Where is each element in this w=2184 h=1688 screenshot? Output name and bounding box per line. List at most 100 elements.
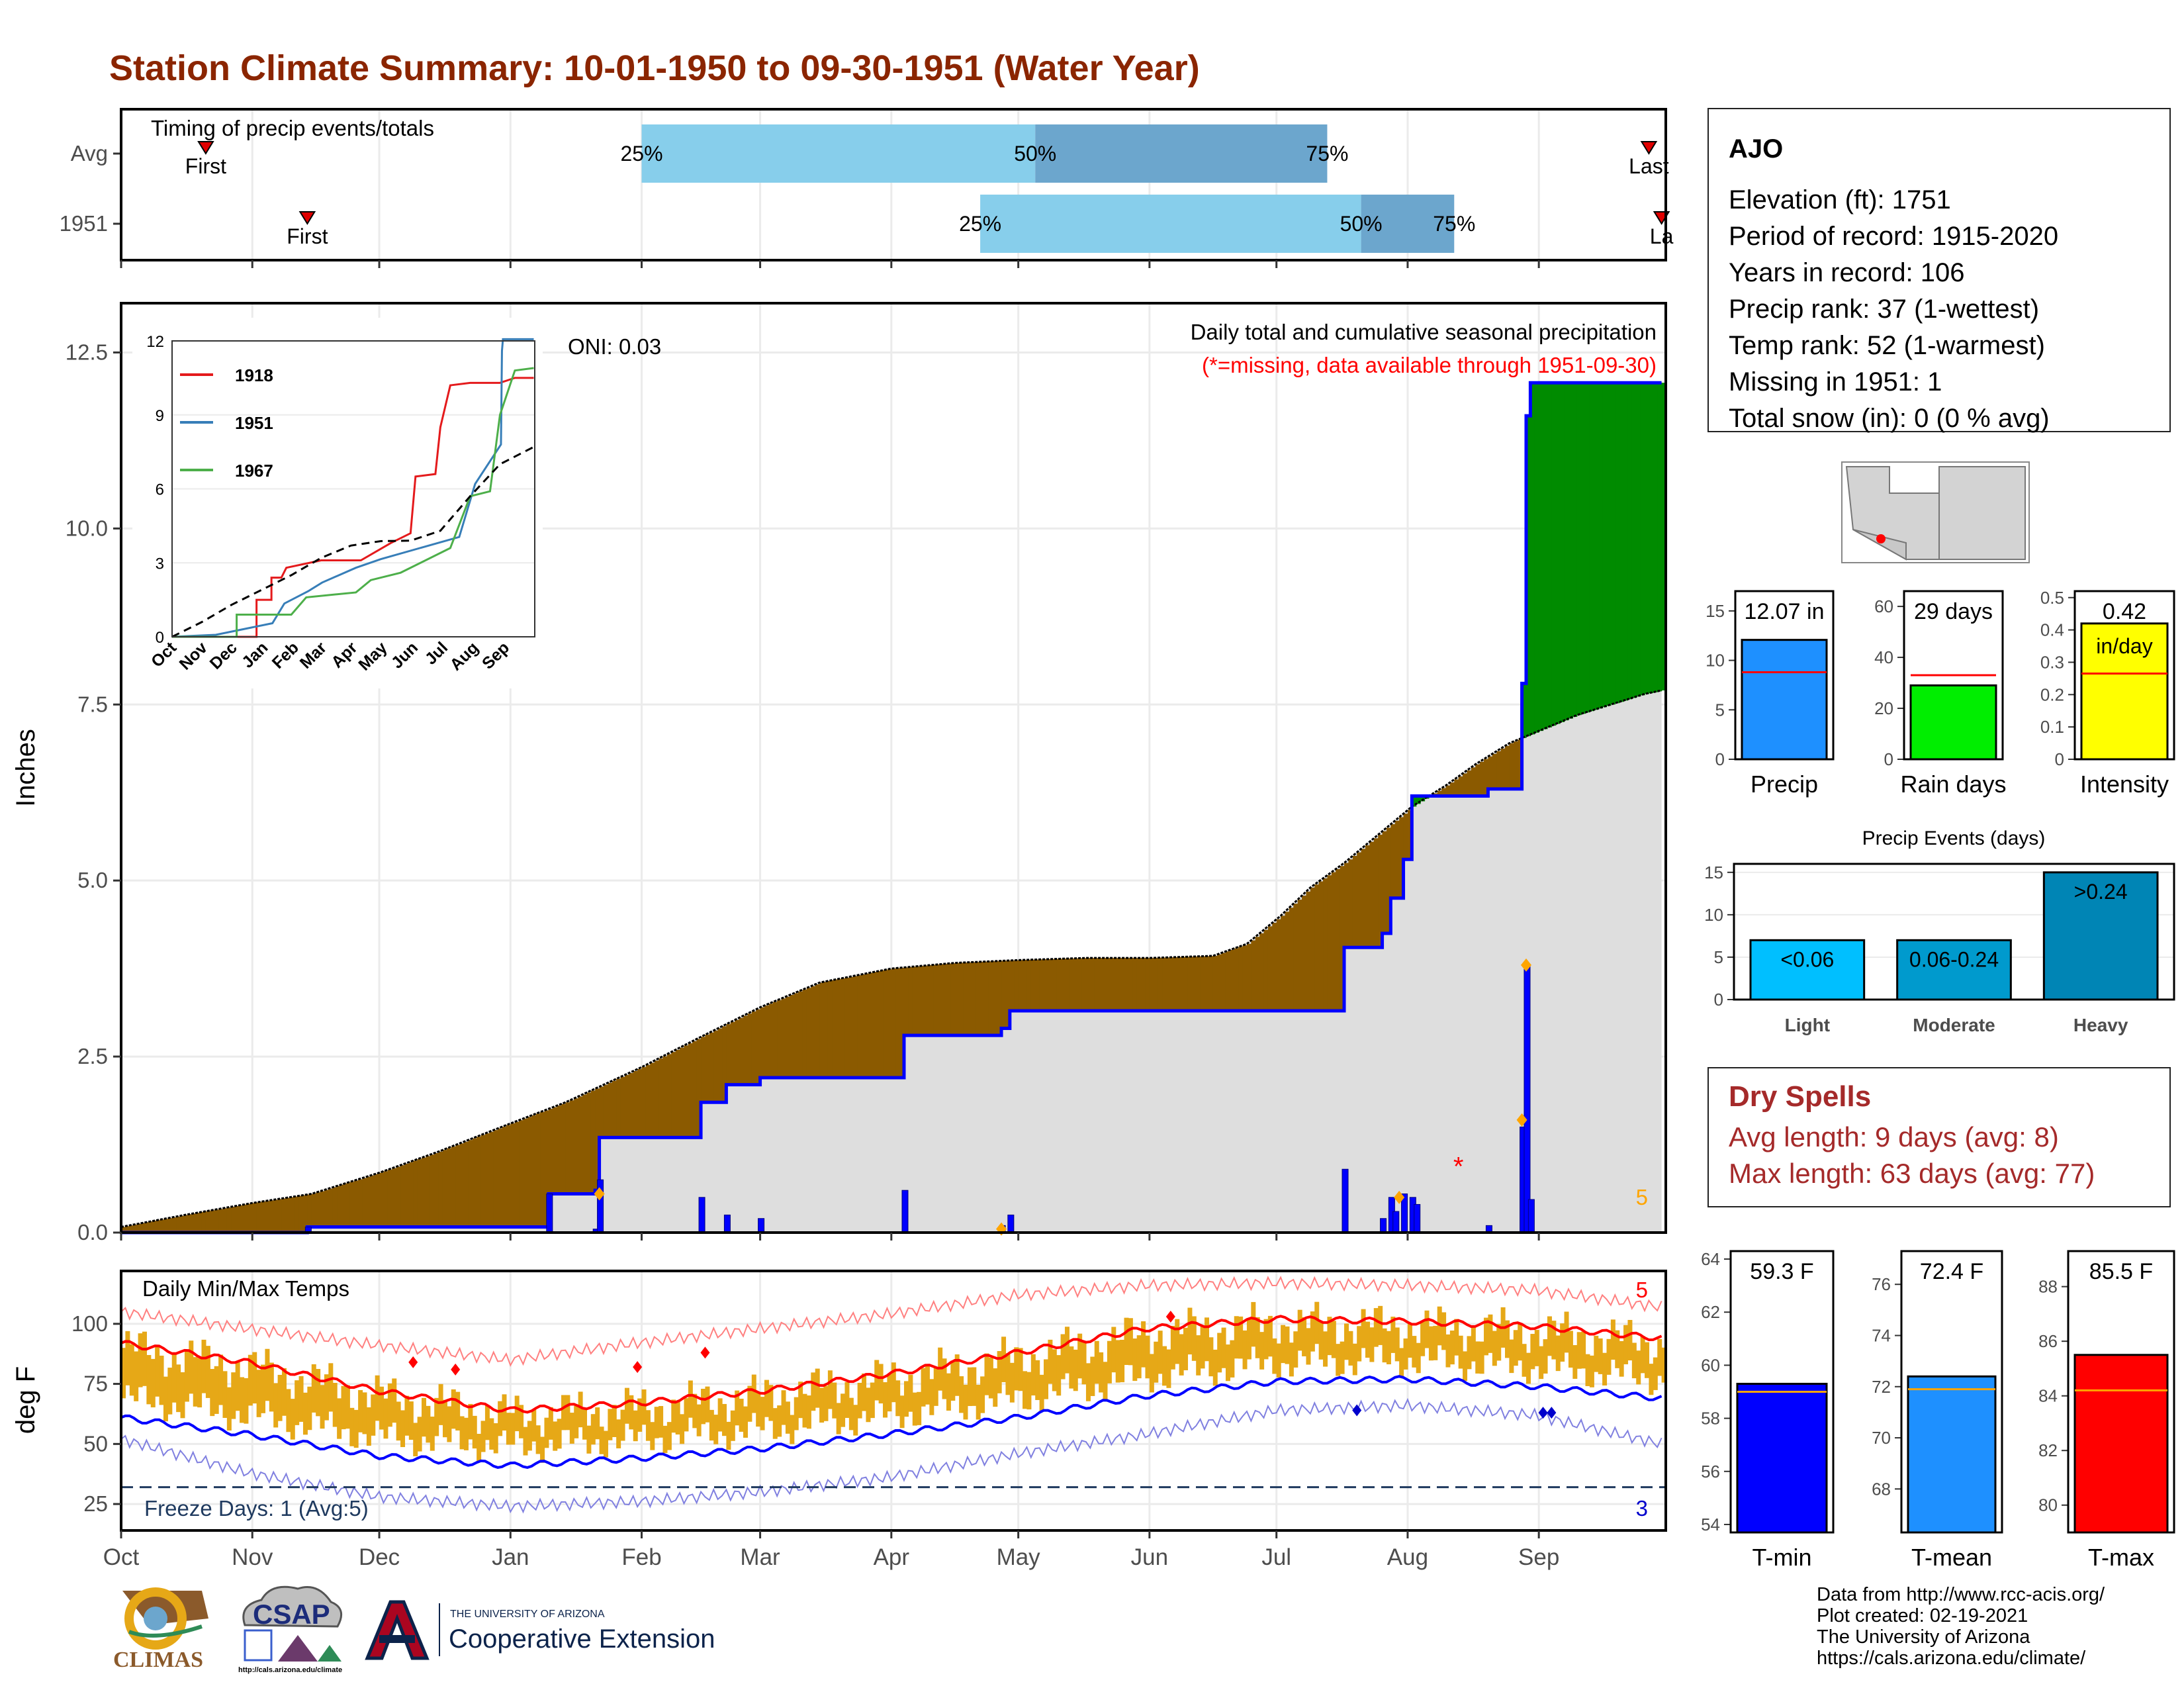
deficit-fill-day-180 — [883, 970, 888, 1078]
deficit-fill-day-74 — [434, 1152, 439, 1227]
deficit-fill-day-63 — [387, 1170, 392, 1227]
precip-summary-value-label-0: 12.07 in — [1745, 599, 1825, 624]
temp-daily-bar-145 — [735, 1390, 740, 1426]
deficit-fill-day-296 — [1373, 838, 1379, 948]
temp-daily-bar-335 — [1539, 1346, 1544, 1380]
precip-panel-subtitle: (*=missing, data available through 1951-… — [1202, 353, 1657, 377]
temp-panel-border — [120, 1270, 1667, 1532]
inset-line-1918 — [172, 377, 534, 638]
deficit-fill-day-323 — [1488, 756, 1493, 789]
temp-daily-bar-313 — [1445, 1334, 1451, 1368]
temp-daily-bar-309 — [1428, 1326, 1433, 1361]
deficit-fill-day-24 — [222, 1208, 228, 1233]
temp-daily-bar-204 — [984, 1353, 989, 1395]
deficit-fill-day-241 — [1141, 958, 1146, 1011]
deficit-fill-day-43 — [302, 1195, 308, 1233]
deficit-fill-day-61 — [379, 1172, 385, 1227]
temp-summary-value-label-2: 85.5 F — [2089, 1259, 2153, 1284]
deficit-fill-day-114 — [603, 1084, 608, 1138]
deficit-fill-day-186 — [908, 966, 913, 1036]
temp-daily-bar-253 — [1191, 1316, 1197, 1361]
precip-summary-ytick-label-2-4: 0.4 — [2040, 620, 2064, 640]
deficit-fill-day-201 — [972, 962, 977, 1036]
precip-summary-ytick-label-0-3: 15 — [1706, 601, 1725, 621]
station-elevation: Elevation (ft): 1751 — [1729, 185, 1951, 214]
deficit-fill-day-146 — [739, 1017, 744, 1085]
max-daily-count: 5 — [1636, 1185, 1648, 1209]
inset-ytick-label-1: 3 — [156, 555, 164, 573]
temp-daily-bar-114 — [603, 1430, 608, 1458]
temp-daily-bar-269 — [1259, 1332, 1265, 1370]
temp-daily-bar-179 — [878, 1364, 884, 1404]
deficit-fill-day-104 — [561, 1103, 567, 1194]
deficit-fill-day-188 — [917, 966, 922, 1036]
deficit-fill-day-69 — [413, 1160, 418, 1227]
deficit-fill-day-224 — [1069, 958, 1074, 1011]
deficit-fill-day-316 — [1458, 776, 1463, 796]
temp-daily-bar-97 — [531, 1409, 537, 1442]
temp-daily-bar-160 — [798, 1382, 803, 1419]
temp-daily-bar-231 — [1099, 1352, 1104, 1393]
temp-summary-ytick-label-1-0: 68 — [1872, 1479, 1891, 1499]
surplus-fill-day-364 — [1661, 383, 1666, 690]
deficit-fill-day-139 — [709, 1032, 714, 1103]
temp-daily-bar-359 — [1640, 1336, 1645, 1374]
temp-daily-bar-256 — [1204, 1317, 1209, 1362]
deficit-fill-day-293 — [1361, 849, 1366, 948]
temp-daily-bar-230 — [1094, 1340, 1099, 1384]
avg-min-line — [120, 1375, 1662, 1470]
temp-daily-bar-171 — [844, 1382, 850, 1419]
temp-daily-bar-225 — [1073, 1349, 1078, 1391]
temp-daily-bar-93 — [514, 1395, 520, 1432]
deficit-fill-day-84 — [477, 1137, 482, 1227]
deficit-fill-day-105 — [565, 1102, 570, 1194]
dry-spells-max: Max length: 63 days (avg: 77) — [1729, 1158, 2095, 1189]
deficit-fill-day-197 — [954, 962, 960, 1036]
deficit-fill-day-33 — [261, 1201, 266, 1233]
temp-daily-bar-246 — [1162, 1346, 1167, 1386]
inset-ytick-label-4: 12 — [146, 333, 164, 351]
temp-daily-bar-303 — [1403, 1338, 1408, 1370]
deficit-fill-day-50 — [332, 1187, 338, 1227]
deficit-fill-day-157 — [785, 996, 790, 1078]
deficit-fill-day-174 — [857, 975, 862, 1078]
min-records-count: 3 — [1636, 1496, 1648, 1521]
temp-daily-bar-324 — [1492, 1331, 1497, 1366]
deficit-fill-day-311 — [1437, 790, 1442, 796]
surplus-fill-day-357 — [1631, 383, 1637, 698]
temp-daily-bar-24 — [222, 1371, 228, 1418]
surplus-fill-day-346 — [1585, 383, 1590, 713]
temp-daily-bar-319 — [1471, 1326, 1476, 1362]
inset-line-1951 — [171, 338, 534, 638]
temp-daily-bar-40 — [290, 1399, 295, 1440]
precip-summary-ytick-label-0-2: 10 — [1706, 651, 1725, 671]
deficit-fill-day-18 — [197, 1213, 203, 1233]
deficit-fill-day-20 — [205, 1211, 210, 1233]
credit-plot-date: Plot created: 02-19-2021 — [1817, 1605, 2028, 1626]
surplus-fill-day-355 — [1623, 383, 1629, 701]
temp-daily-bar-132 — [680, 1414, 685, 1444]
temp-daily-bar-58 — [366, 1407, 371, 1446]
deficit-fill-day-230 — [1094, 958, 1099, 1011]
deficit-fill-day-26 — [231, 1206, 236, 1233]
temp-daily-bar-185 — [903, 1381, 909, 1417]
deficit-fill-day-273 — [1276, 919, 1281, 1011]
timing-label-1951-q50: 50% — [1340, 212, 1383, 236]
temp-daily-bar-199 — [963, 1384, 968, 1420]
temp-daily-bar-306 — [1416, 1342, 1421, 1374]
temp-summary-xlabel-2: T-max — [2088, 1544, 2154, 1571]
temp-daily-bar-347 — [1589, 1355, 1594, 1387]
temp-daily-bar-198 — [959, 1376, 964, 1413]
temp-daily-bar-297 — [1378, 1305, 1383, 1345]
temp-daily-bar-45 — [311, 1364, 316, 1413]
deficit-fill-day-27 — [235, 1205, 240, 1233]
temp-daily-bar-321 — [1479, 1341, 1484, 1374]
temp-daily-bar-206 — [993, 1368, 998, 1407]
month-label-Mar: Mar — [740, 1544, 780, 1570]
deficit-fill-day-8 — [155, 1220, 160, 1233]
oni-annotation: ONI: 0.03 — [568, 334, 661, 359]
timing-title: Timing of precip events/totals — [151, 116, 434, 140]
deficit-fill-day-299 — [1386, 827, 1391, 933]
temp-daily-bar-146 — [739, 1398, 744, 1432]
temp-daily-bar-293 — [1361, 1309, 1366, 1348]
